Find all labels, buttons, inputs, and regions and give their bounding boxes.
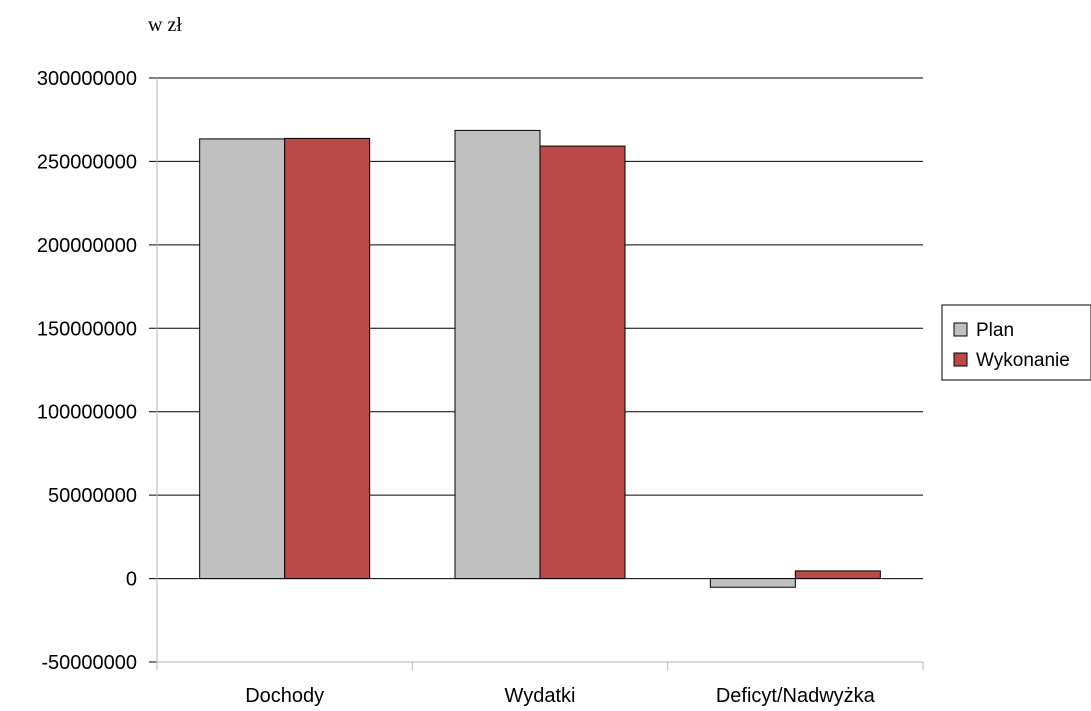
legend-box <box>941 304 1091 381</box>
legend-label-plan: Plan <box>976 320 1014 341</box>
bar-wykonanie-2 <box>794 570 881 580</box>
x-tick-label: Dochody <box>245 685 324 707</box>
y-tick-label: 100000000 <box>37 402 137 424</box>
y-tick-label: 300000000 <box>37 68 137 90</box>
y-tick-label: 150000000 <box>37 318 137 340</box>
y-tick-label: 250000000 <box>37 151 137 173</box>
axes <box>156 78 923 663</box>
legend-label-wykonanie: Wykonanie <box>976 350 1070 371</box>
bar-plan-0 <box>199 138 286 580</box>
y-tick-label: 50000000 <box>48 485 137 507</box>
y-axis-ticks: 300000000 250000000 200000000 150000000 1000… <box>37 68 137 674</box>
bar-wykonanie-1 <box>539 145 626 580</box>
x-axis-ticks: Dochody Wydatki Deficyt/Nadwyżka <box>156 662 924 707</box>
y-tick-label: -50000000 <box>41 652 137 674</box>
x-tick-label: Deficyt/Nadwyżka <box>716 685 876 707</box>
x-tick-label: Wydatki <box>505 685 576 707</box>
bars <box>199 129 881 588</box>
legend: Plan Wykonanie <box>941 304 1091 381</box>
y-tick-label: 0 <box>126 569 137 591</box>
bar-wykonanie-0 <box>284 137 371 580</box>
legend-swatch-wykonanie <box>953 352 968 367</box>
y-axis-label: w zł <box>148 14 182 36</box>
bar-plan-1 <box>454 129 541 580</box>
bar-plan-2 <box>709 578 796 588</box>
y-tick-label: 200000000 <box>37 235 137 257</box>
legend-swatch-plan <box>953 322 968 337</box>
